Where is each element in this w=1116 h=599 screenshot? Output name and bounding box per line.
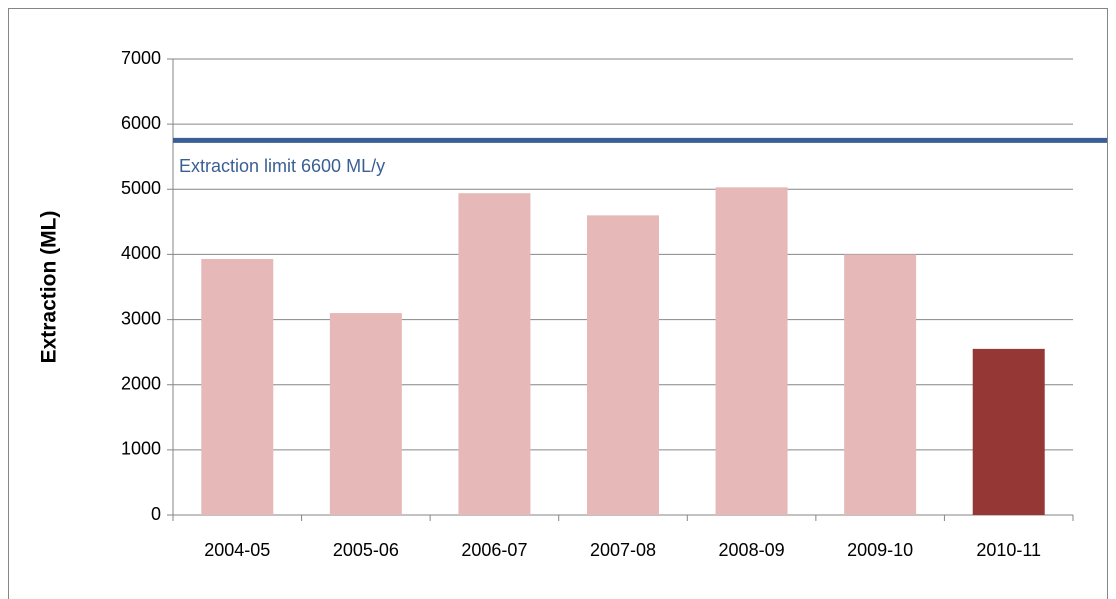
y-tick-label: 2000 — [121, 373, 161, 393]
reference-label: Extraction limit 6600 ML/y — [179, 156, 385, 176]
x-tick-label: 2006-07 — [461, 540, 527, 560]
x-tick-label: 2010-11 — [976, 540, 1041, 560]
x-tick-label: 2004-05 — [204, 540, 270, 560]
bar — [715, 187, 788, 515]
y-tick-label: 7000 — [121, 48, 161, 68]
y-tick-label: 1000 — [121, 439, 161, 459]
bar — [972, 348, 1045, 515]
y-axis-label: Extraction (ML) — [38, 211, 61, 364]
y-tick-label: 4000 — [121, 243, 161, 263]
y-tick-label: 5000 — [121, 178, 161, 198]
bar — [587, 215, 659, 516]
y-tick-label: 0 — [151, 504, 161, 524]
x-tick-label: 2008-09 — [719, 540, 785, 560]
bar — [458, 193, 531, 516]
y-tick-label: 3000 — [121, 308, 161, 328]
bar — [844, 254, 917, 515]
bar — [329, 313, 402, 515]
x-tick-label: 2009-10 — [847, 540, 913, 560]
y-tick-label: 6000 — [121, 113, 161, 133]
x-tick-label: 2007-08 — [590, 540, 656, 560]
bar — [201, 258, 274, 515]
x-tick-label: 2005-06 — [333, 540, 399, 560]
chart-frame — [8, 8, 1108, 599]
